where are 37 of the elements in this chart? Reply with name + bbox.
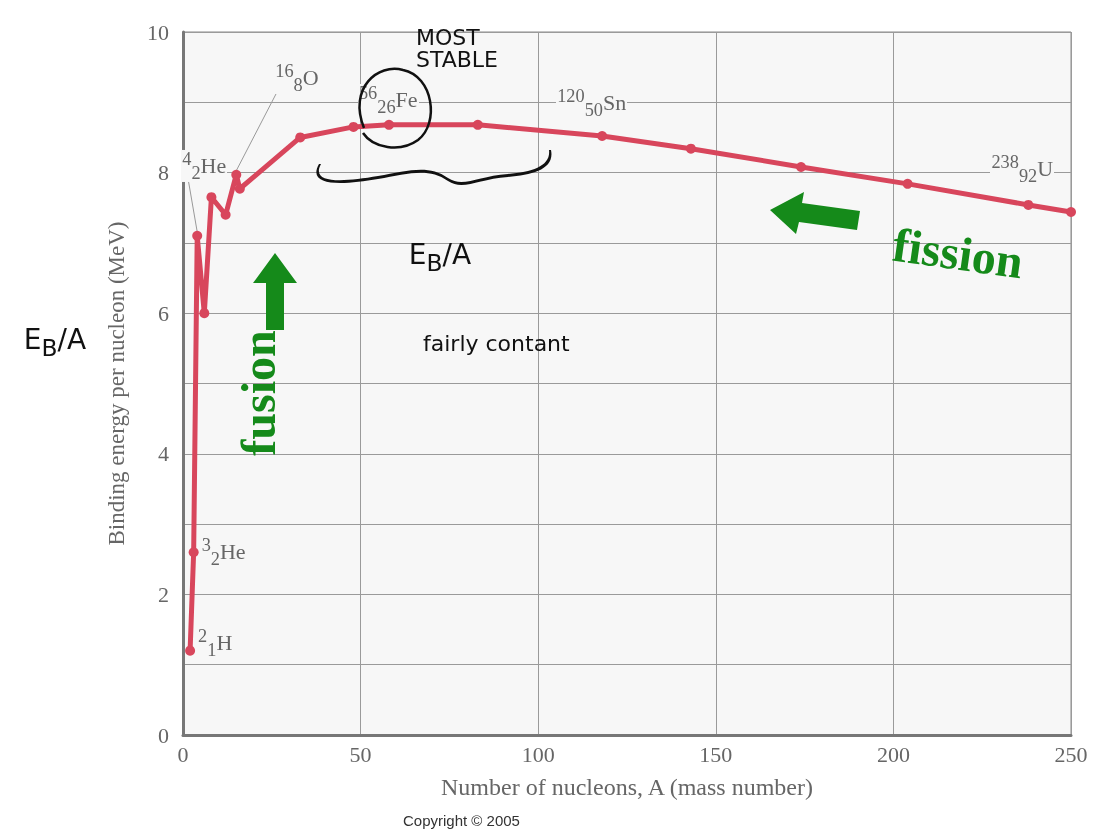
y-tick-label: 0 [158,722,169,748]
y-tick-label: 6 [158,300,169,326]
y-tick-label: 8 [158,160,169,186]
point [685,143,696,154]
x-tick-label: 50 [349,741,372,767]
y-tick-label: 2 [158,581,169,607]
point [796,161,807,172]
point [384,119,395,130]
point [1023,199,1034,210]
y-tick-label: 10 [147,19,169,45]
point [295,132,306,143]
point [597,131,608,142]
point [472,119,483,130]
x-tick-label: 0 [177,741,189,767]
point [192,230,203,241]
point [902,178,913,189]
text: E$_{B}$/A [22,323,88,362]
point [348,121,359,132]
x-tick-label: 100 [521,741,555,767]
text: Copyright © 2005 [403,812,520,829]
point [188,547,199,558]
annotation: fairly contant [423,330,571,356]
y-tick-label: 4 [158,441,169,467]
annotation: fission [889,217,1027,289]
point [231,169,242,180]
annotation: MOST STABLE [416,24,498,72]
point [206,192,217,203]
y-axis-title: Binding energy per nucleon (MeV) [104,221,129,546]
point [185,645,196,656]
x-tick-label: 150 [699,741,733,767]
annotation: fusion [231,330,285,456]
x-tick-label: 250 [1054,741,1088,767]
annotation: E$_{B}$/A [407,238,473,277]
x-tick-label: 200 [876,741,910,767]
x-axis-title: Number of nucleons, A (mass number) [441,774,813,800]
point [1066,206,1076,217]
point [199,308,210,319]
